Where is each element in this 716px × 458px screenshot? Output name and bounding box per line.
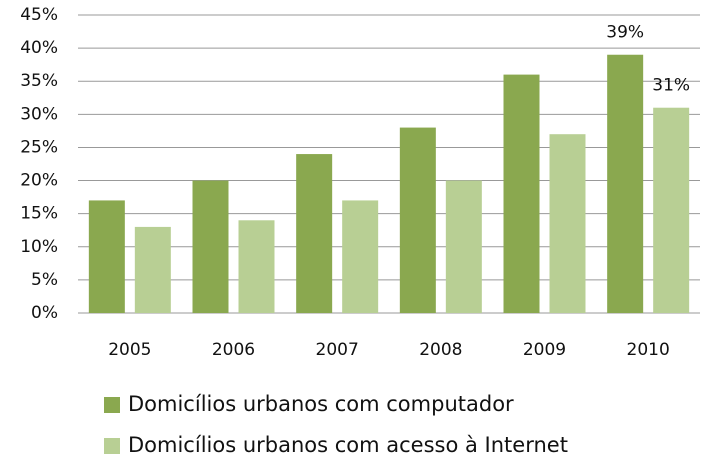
- data-label: 39%: [606, 23, 644, 43]
- bar: [88, 200, 125, 313]
- y-tick-label: 0%: [31, 303, 58, 323]
- y-tick-label: 20%: [20, 171, 58, 191]
- x-tick-label: 2006: [212, 340, 255, 360]
- x-tick-label: 2010: [627, 340, 670, 360]
- legend-swatch: [104, 397, 120, 413]
- y-tick-label: 25%: [20, 137, 58, 157]
- y-tick-label: 45%: [20, 5, 58, 25]
- bar: [296, 154, 333, 313]
- legend-label: Domicílios urbanos com computador: [128, 392, 514, 416]
- data-label: 31%: [652, 76, 690, 96]
- x-tick-label: 2009: [523, 340, 566, 360]
- bar: [549, 134, 586, 313]
- x-tick-label: 2008: [419, 340, 462, 360]
- y-tick-label: 5%: [31, 270, 58, 290]
- y-tick-label: 10%: [20, 237, 58, 257]
- y-tick-label: 30%: [20, 104, 58, 124]
- x-tick-label: 2005: [108, 340, 151, 360]
- bar: [342, 200, 379, 313]
- legend-label: Domicílios urbanos com acesso à Internet: [128, 433, 568, 457]
- legend-swatch: [104, 438, 120, 454]
- bar: [134, 226, 171, 313]
- bar: [238, 220, 275, 313]
- y-tick-label: 15%: [20, 204, 58, 224]
- bar: [653, 107, 690, 313]
- x-tick-label: 2007: [316, 340, 359, 360]
- bar: [445, 180, 482, 313]
- bar: [399, 127, 436, 313]
- bar: [607, 54, 644, 313]
- y-tick-label: 40%: [20, 38, 58, 58]
- y-tick-label: 35%: [20, 71, 58, 91]
- bar: [192, 180, 229, 313]
- bar: [503, 74, 540, 313]
